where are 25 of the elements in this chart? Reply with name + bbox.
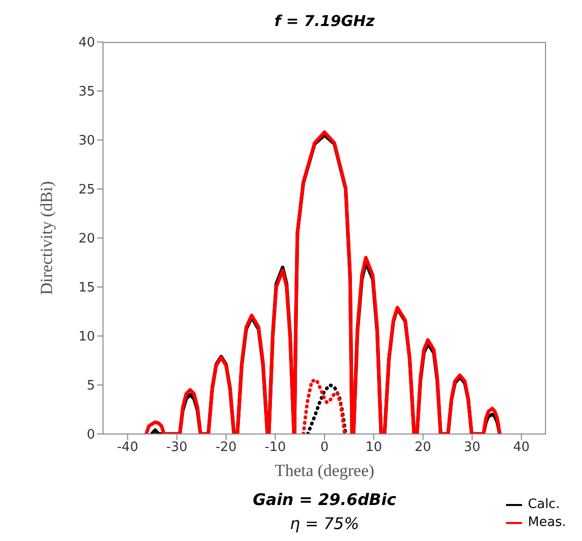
x-tick-label: 10	[365, 440, 382, 456]
chart-title: f = 7.19GHz	[273, 12, 376, 30]
y-tick-label: 0	[86, 428, 95, 443]
text: Gain = 29.6dBic	[252, 490, 396, 509]
x-tick-label: -10	[264, 440, 286, 456]
x-tick-label: -30	[166, 440, 188, 456]
legend-label: Calc.	[528, 496, 560, 514]
y-tick-label: 15	[78, 280, 95, 296]
x-tick-label: 40	[513, 440, 530, 456]
y-tick-label: 10	[78, 330, 95, 345]
y-tick-label: 30	[78, 134, 95, 149]
y-tick-label: 40	[78, 36, 95, 51]
x-axis-title: Theta (degree)	[274, 461, 374, 480]
x-tick-label: 20	[414, 440, 432, 456]
x-tick-label: -20	[215, 440, 237, 456]
x-tick-label: 0	[320, 440, 329, 456]
y-axis-title: Directivity (dBi)	[37, 181, 56, 295]
text: η = 75%	[290, 514, 360, 533]
y-tick-label: 35	[78, 84, 95, 100]
x-tick-label: 30	[464, 440, 480, 456]
y-tick-label: 25	[78, 182, 95, 198]
x-tick-label: -40	[116, 440, 138, 456]
y-tick-label: 5	[86, 378, 95, 394]
y-tick-label: 20	[78, 232, 95, 247]
legend-label: Meas.	[528, 514, 566, 532]
